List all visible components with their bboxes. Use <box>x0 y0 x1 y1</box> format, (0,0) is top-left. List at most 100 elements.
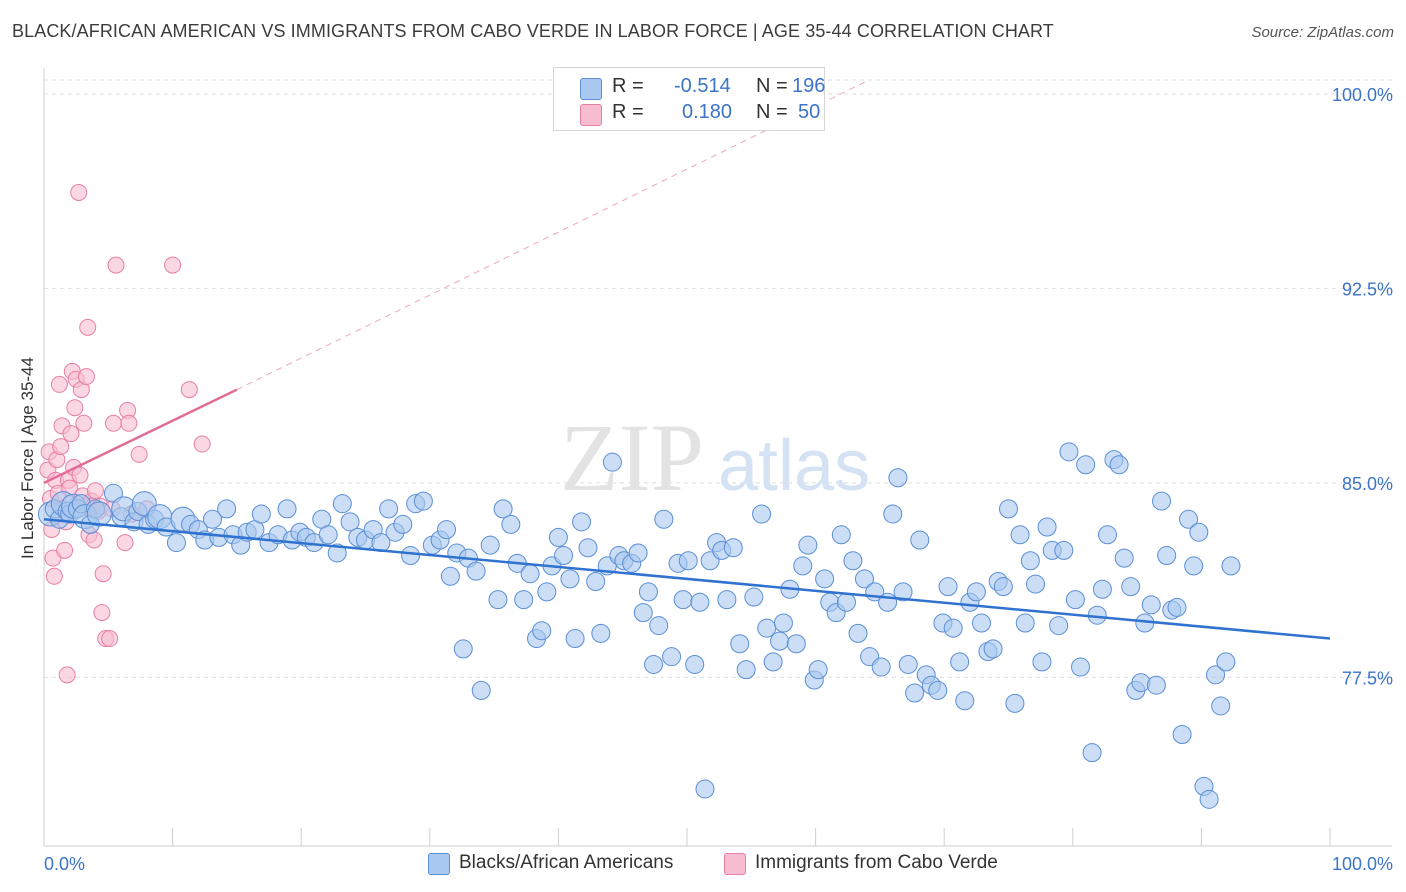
blue-point <box>548 527 568 547</box>
blue-point <box>466 561 486 581</box>
blue-point <box>1082 743 1102 763</box>
blue-point <box>453 639 473 659</box>
blue-point <box>440 566 460 586</box>
blue-point <box>773 613 793 633</box>
blue-point <box>1211 696 1231 716</box>
blue-point <box>560 569 580 589</box>
gridlines <box>44 79 1392 678</box>
blue-point <box>578 538 598 558</box>
blue-point <box>393 514 413 534</box>
blue-point <box>649 616 669 636</box>
pink-point <box>77 368 95 386</box>
blue-point <box>1071 657 1091 677</box>
blue-point <box>1221 556 1241 576</box>
y-tick-label: 100.0% <box>1332 85 1393 105</box>
legend-r-label: R = <box>612 101 644 123</box>
y-tick-labels: 77.5% 85.0% 92.5% 100.0% <box>1332 85 1393 689</box>
watermark-atlas: atlas <box>718 426 870 506</box>
y-tick-label: 85.0% <box>1342 474 1393 494</box>
pink-point <box>116 534 134 552</box>
pink-point <box>93 604 111 622</box>
legend-swatch-blue <box>580 78 602 100</box>
blue-point <box>520 564 540 584</box>
blue-point <box>678 551 698 571</box>
blue-point <box>1167 597 1187 617</box>
blue-point <box>1157 546 1177 566</box>
blue-point <box>644 654 664 674</box>
blue-point <box>1189 522 1209 542</box>
blue-point <box>685 654 705 674</box>
blue-point <box>628 543 648 563</box>
blue-point <box>379 499 399 519</box>
blue-point <box>327 543 347 563</box>
blue-point <box>633 603 653 623</box>
blue-point <box>662 647 682 667</box>
blue-point <box>999 499 1018 519</box>
source-label: Source: ZipAtlas.com <box>1251 24 1394 41</box>
blue-point <box>654 509 674 529</box>
blue-point <box>1037 517 1057 537</box>
blue-point <box>572 512 592 532</box>
blue-point <box>1015 613 1035 633</box>
blue-point <box>1059 442 1079 462</box>
blue-point <box>277 499 297 519</box>
watermark: ZIP atlas <box>560 404 870 511</box>
blue-point <box>1199 789 1219 809</box>
pink-point <box>71 466 89 484</box>
blue-point <box>1109 455 1129 475</box>
blue-point <box>1179 509 1199 529</box>
blue-point <box>493 499 513 519</box>
blue-point <box>808 660 828 680</box>
blue-point <box>1206 665 1226 685</box>
blue-point <box>798 535 818 555</box>
blue-point <box>793 556 813 576</box>
blue-point <box>1141 595 1161 615</box>
blue-point <box>537 582 557 602</box>
legend-swatch-pink <box>580 104 602 126</box>
blue-point <box>501 514 521 534</box>
blue-point <box>831 525 851 545</box>
blue-point <box>883 504 903 524</box>
blue-point <box>966 582 986 602</box>
blue-point <box>673 590 693 610</box>
pink-point <box>94 565 112 583</box>
blue-point <box>905 683 925 703</box>
blue-point <box>1184 556 1204 576</box>
blue-point <box>591 623 611 643</box>
blue-point <box>815 569 835 589</box>
blue-point <box>1049 616 1069 636</box>
blue-point <box>1054 540 1074 560</box>
blue-point <box>950 652 970 672</box>
pink-point <box>62 425 80 443</box>
blue-point <box>602 452 622 472</box>
pink-point <box>164 256 182 274</box>
blue-point <box>736 660 756 680</box>
blue-point <box>1065 590 1085 610</box>
legend-r-value-pink: 0.180 <box>682 101 733 123</box>
blue-point <box>898 654 918 674</box>
blue-point <box>332 494 352 514</box>
blue-point <box>1146 675 1166 695</box>
x-tick-label: 100.0% <box>1332 854 1393 874</box>
blue-point <box>928 680 948 700</box>
blue-point <box>217 499 237 519</box>
blue-point <box>437 520 457 540</box>
blue-point <box>1172 724 1192 744</box>
pink-point <box>75 414 93 432</box>
blue-point <box>480 535 500 555</box>
blue-point <box>514 590 534 610</box>
pink-point <box>56 541 74 559</box>
blue-point <box>955 691 975 711</box>
blue-point <box>1114 548 1134 568</box>
trend-lines <box>43 80 1331 640</box>
blue-point <box>471 680 491 700</box>
legend-n-value-blue: 196 <box>792 75 826 97</box>
blue-point <box>854 569 874 589</box>
blue-point <box>251 504 271 524</box>
correlation-legend: R = -0.514 N = 196 R = 0.180 N = 50 <box>553 67 825 131</box>
blue-point <box>1026 574 1046 594</box>
blue-point <box>752 504 772 524</box>
blue-point <box>836 592 856 612</box>
blue-point <box>1152 491 1172 511</box>
